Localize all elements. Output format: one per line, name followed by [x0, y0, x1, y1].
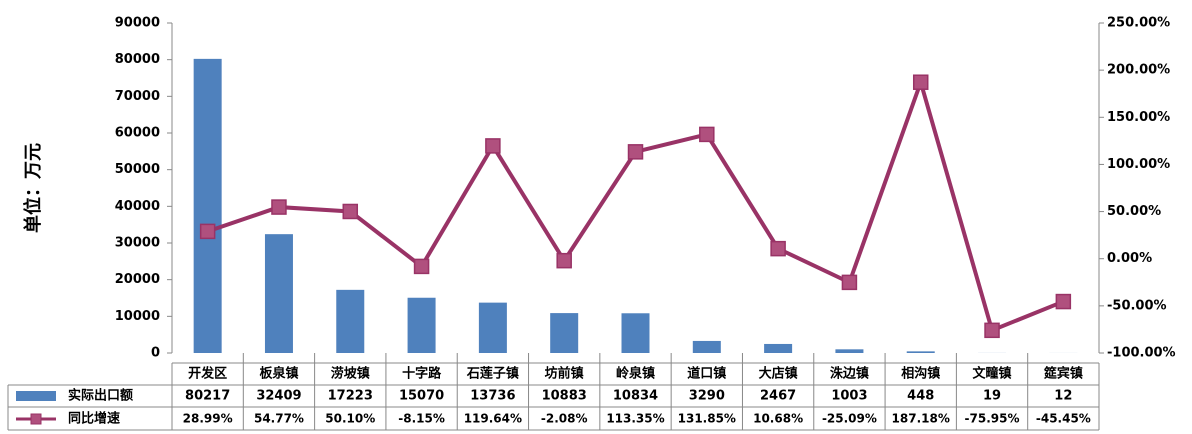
y-tick-label: 0: [151, 346, 160, 361]
table-value: 80217: [185, 389, 230, 404]
x-tick-label: 开发区: [188, 366, 227, 382]
line-marker: [199, 223, 216, 240]
table-value: 448: [907, 389, 934, 404]
table-value: 3290: [689, 389, 725, 404]
table-value: 12: [1054, 389, 1072, 404]
bar: [264, 234, 293, 353]
line-marker: [1055, 293, 1072, 310]
legend-label: 同比增速: [68, 411, 120, 427]
table-value: 113.35%: [606, 412, 664, 426]
y2-tick-label: 0.00%: [1107, 251, 1152, 266]
x-tick-label: 道口镇: [687, 366, 726, 382]
line-marker: [770, 240, 786, 257]
bar: [692, 340, 721, 353]
y2-tick-label: -50.00%: [1107, 298, 1167, 313]
x-tick-label: 筵宾镇: [1043, 366, 1083, 382]
y-tick-label: 70000: [115, 89, 160, 104]
y2-tick-label: 200.00%: [1107, 63, 1170, 78]
legend-marker: [30, 413, 42, 425]
x-tick-label: 大店镇: [759, 366, 798, 382]
table-value: 28.99%: [183, 412, 233, 426]
table-value: 15070: [399, 389, 444, 404]
table-value: 32409: [256, 389, 301, 404]
bar: [621, 313, 650, 353]
table-value: 1003: [831, 389, 867, 404]
x-tick-label: 文疃镇: [973, 366, 1012, 382]
line-marker: [413, 258, 430, 275]
x-tick-label: 涝坡镇: [331, 366, 370, 382]
table-value: 10.68%: [753, 412, 803, 426]
line-marker: [485, 138, 501, 154]
y2-tick-label: 250.00%: [1107, 16, 1170, 31]
table-value: 19: [983, 389, 1001, 404]
y-tick-label: 20000: [115, 272, 160, 287]
bar: [336, 289, 365, 353]
line-marker: [699, 126, 715, 143]
line-marker: [912, 74, 929, 90]
legend-label: 实际出口额: [68, 388, 133, 404]
y2-tick-label: -100.00%: [1107, 346, 1176, 361]
x-tick-label: 岭泉镇: [616, 366, 655, 382]
table-value: 10883: [542, 389, 587, 404]
legend-swatch: [16, 391, 56, 401]
line-marker: [556, 252, 572, 269]
table-value: 10834: [613, 389, 658, 404]
line-marker: [271, 199, 287, 215]
bar: [906, 351, 935, 353]
table-value: 187.18%: [892, 412, 950, 426]
table-value: -45.45%: [1036, 412, 1091, 426]
table-value: 2467: [760, 389, 796, 404]
y-tick-label: 50000: [115, 162, 160, 177]
bar: [407, 297, 436, 353]
table-value: 119.64%: [464, 412, 522, 426]
y2-tick-label: 150.00%: [1107, 110, 1170, 125]
table-value: 50.10%: [325, 412, 375, 426]
y-tick-label: 10000: [115, 309, 160, 324]
line-marker: [342, 203, 359, 220]
bar: [193, 58, 222, 353]
table-value: 131.85%: [678, 412, 736, 426]
table-value: -25.09%: [822, 412, 877, 426]
y-tick-label: 30000: [115, 236, 160, 251]
line-marker: [984, 322, 1000, 339]
table-value: 13736: [470, 389, 515, 404]
y-tick-label: 90000: [115, 16, 160, 31]
table-value: -8.15%: [398, 412, 445, 426]
line-marker: [841, 274, 858, 291]
x-tick-label: 板泉镇: [259, 366, 298, 382]
x-tick-label: 相沟镇: [901, 366, 940, 382]
table-value: -75.95%: [965, 412, 1020, 426]
y-tick-label: 40000: [115, 199, 160, 214]
bar: [835, 349, 864, 353]
y-tick-label: 80000: [115, 52, 160, 67]
x-tick-label: 石莲子镇: [466, 366, 519, 382]
x-tick-label: 坊前镇: [545, 366, 584, 382]
table-value: 17223: [328, 389, 373, 404]
x-tick-label: 洙边镇: [830, 366, 869, 382]
x-tick-label: 十字路: [402, 366, 442, 382]
y2-tick-label: 50.00%: [1107, 204, 1161, 219]
table-value: 54.77%: [254, 412, 304, 426]
y-axis-label: 单位：万元: [22, 143, 44, 233]
y2-tick-label: 100.00%: [1107, 157, 1170, 172]
bar: [550, 313, 579, 353]
bar: [764, 343, 793, 353]
table-value: -2.08%: [541, 412, 588, 426]
line-marker: [627, 144, 644, 160]
y-tick-label: 60000: [115, 126, 160, 141]
bar: [478, 302, 507, 353]
